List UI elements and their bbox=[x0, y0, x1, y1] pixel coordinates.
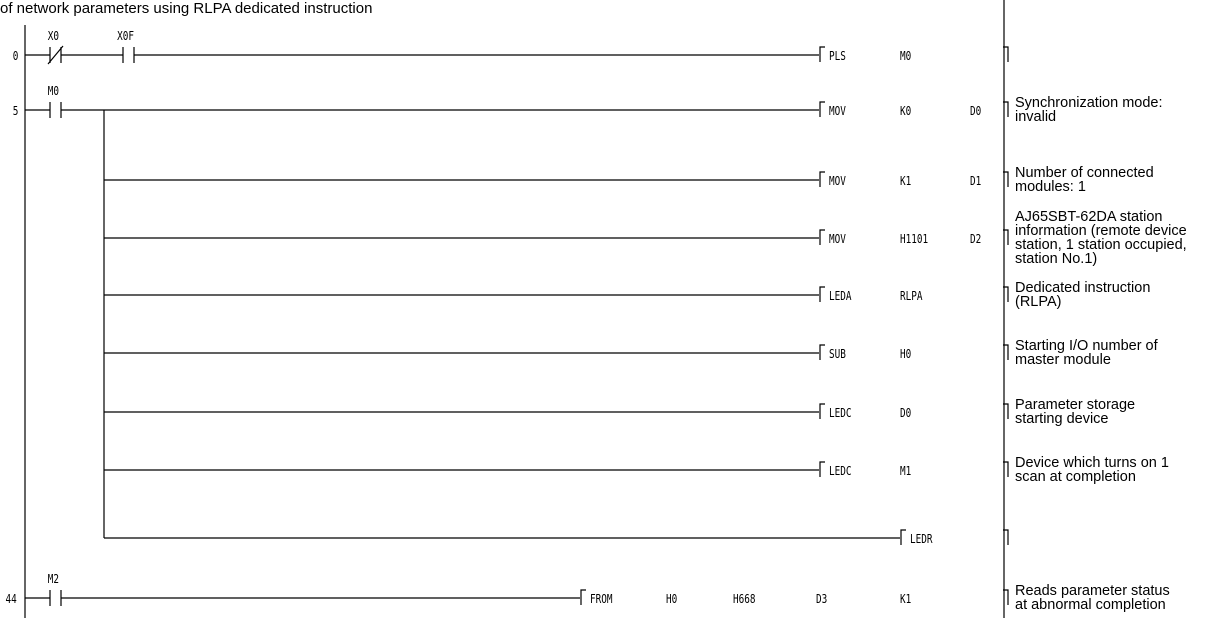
instruction-close-bracket bbox=[1003, 46, 1009, 62]
instruction-open-bracket bbox=[900, 529, 906, 545]
instruction-mnemonic: LEDR bbox=[910, 532, 933, 546]
rung-comment-line: Number of connected bbox=[1015, 165, 1154, 181]
instruction-close-bracket bbox=[1003, 171, 1009, 187]
instruction-close-bracket bbox=[1003, 461, 1009, 477]
rung-comment-line: master module bbox=[1015, 352, 1111, 368]
instruction-mnemonic: LEDC bbox=[829, 406, 852, 420]
instruction-mnemonic: FROM bbox=[590, 592, 613, 606]
instruction-close-bracket bbox=[1003, 344, 1009, 360]
instruction-open-bracket bbox=[819, 286, 825, 302]
page-title: of network parameters using RLPA dedicat… bbox=[0, 0, 373, 17]
contact-x0f-label: X0F bbox=[117, 29, 134, 43]
instruction-close-bracket bbox=[1003, 229, 1009, 245]
instruction-operand: K1 bbox=[900, 174, 911, 188]
rung-comment-line: at abnormal completion bbox=[1015, 597, 1166, 613]
rung-comment-line: invalid bbox=[1015, 109, 1056, 125]
instruction-operand: D0 bbox=[900, 406, 911, 420]
rung-comment-line: Device which turns on 1 bbox=[1015, 455, 1169, 471]
rung-comment-line: Dedicated instruction bbox=[1015, 280, 1150, 296]
rung-comment-line: station No.1) bbox=[1015, 251, 1097, 267]
instruction-open-bracket bbox=[819, 403, 825, 419]
instruction-mnemonic: LEDC bbox=[829, 464, 852, 478]
instruction-operand: D0 bbox=[970, 104, 981, 118]
instruction-close-bracket bbox=[1003, 403, 1009, 419]
instruction-open-bracket bbox=[819, 101, 825, 117]
instruction-operand: M0 bbox=[900, 49, 911, 63]
instruction-open-bracket bbox=[580, 589, 586, 605]
instruction-operand: D3 bbox=[816, 592, 827, 606]
instruction-operand: K0 bbox=[900, 104, 911, 118]
rung-comment-line: starting device bbox=[1015, 411, 1109, 427]
instruction-operand: H0 bbox=[900, 347, 911, 361]
step-number: 0 bbox=[13, 49, 19, 63]
contact-m0-label: M0 bbox=[48, 84, 59, 98]
instruction-mnemonic: SUB bbox=[829, 347, 846, 361]
instruction-open-bracket bbox=[819, 461, 825, 477]
instruction-open-bracket bbox=[819, 171, 825, 187]
rung-comment-line: modules: 1 bbox=[1015, 179, 1086, 195]
rung-comment-line: Parameter storage bbox=[1015, 397, 1135, 413]
instruction-close-bracket bbox=[1003, 101, 1009, 117]
instruction-mnemonic: MOV bbox=[829, 174, 846, 188]
rung-comment-line: Synchronization mode: bbox=[1015, 95, 1163, 111]
instruction-mnemonic: LEDA bbox=[829, 289, 852, 303]
rung-comment-line: information (remote device bbox=[1015, 223, 1187, 239]
instruction-open-bracket bbox=[819, 46, 825, 62]
instruction-operand: D2 bbox=[970, 232, 981, 246]
instruction-operand: H1101 bbox=[900, 232, 928, 246]
rung-comment-line: Reads parameter status bbox=[1015, 583, 1170, 599]
rung-comment-line: scan at completion bbox=[1015, 469, 1136, 485]
instruction-mnemonic: MOV bbox=[829, 232, 846, 246]
instruction-open-bracket bbox=[819, 344, 825, 360]
rung-comment-line: station, 1 station occupied, bbox=[1015, 237, 1187, 253]
contact-x0-nc-slash bbox=[47, 45, 64, 65]
rung-comment-line: Starting I/O number of bbox=[1015, 338, 1159, 354]
step-number: 5 bbox=[13, 104, 19, 118]
instruction-close-bracket bbox=[1003, 589, 1009, 605]
instruction-operand: H668 bbox=[733, 592, 756, 606]
instruction-close-bracket bbox=[1003, 529, 1009, 545]
instruction-mnemonic: MOV bbox=[829, 104, 846, 118]
instruction-operand: K1 bbox=[900, 592, 911, 606]
instruction-mnemonic: PLS bbox=[829, 49, 846, 63]
instruction-operand: RLPA bbox=[900, 289, 923, 303]
rung-comment-line: (RLPA) bbox=[1015, 294, 1061, 310]
instruction-operand: M1 bbox=[900, 464, 911, 478]
contact-m2-label: M2 bbox=[48, 572, 59, 586]
step-number: 44 bbox=[6, 592, 17, 606]
contact-x0-label: X0 bbox=[48, 29, 59, 43]
instruction-open-bracket bbox=[819, 229, 825, 245]
instruction-operand: D1 bbox=[970, 174, 981, 188]
instruction-operand: H0 bbox=[666, 592, 677, 606]
rung-comment-line: AJ65SBT-62DA station bbox=[1015, 209, 1163, 225]
instruction-close-bracket bbox=[1003, 286, 1009, 302]
